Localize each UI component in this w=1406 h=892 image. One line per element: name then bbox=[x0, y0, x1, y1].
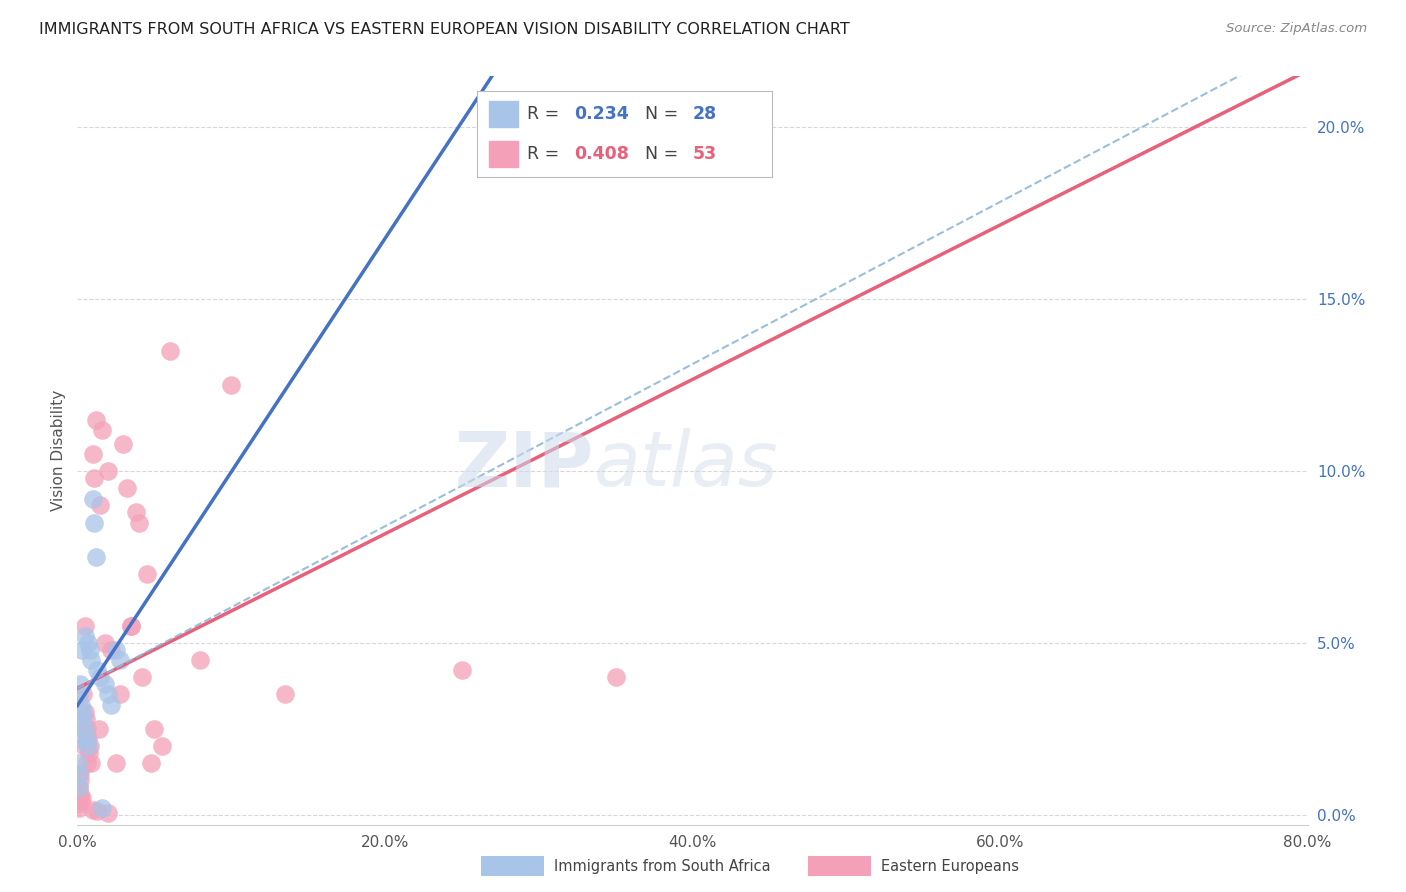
Point bbox=[69, 787, 91, 801]
Point bbox=[80, 653, 103, 667]
Point bbox=[67, 688, 90, 702]
Point bbox=[87, 722, 110, 736]
Point bbox=[143, 722, 166, 736]
Point bbox=[84, 412, 107, 426]
Text: Immigrants from South Africa: Immigrants from South Africa bbox=[554, 859, 770, 873]
Point bbox=[73, 722, 96, 736]
Point bbox=[72, 688, 94, 702]
Point bbox=[76, 722, 98, 736]
Point bbox=[69, 766, 91, 780]
Point bbox=[73, 705, 96, 719]
Text: Source: ZipAtlas.com: Source: ZipAtlas.com bbox=[1226, 22, 1367, 36]
Point bbox=[125, 505, 148, 519]
Point bbox=[80, 756, 103, 771]
Point bbox=[69, 732, 91, 747]
Point bbox=[89, 670, 111, 684]
Point bbox=[82, 447, 104, 461]
Point bbox=[72, 722, 94, 736]
Point bbox=[82, 803, 104, 817]
Point bbox=[97, 464, 120, 478]
Point bbox=[100, 698, 122, 712]
Point bbox=[141, 756, 163, 771]
Point bbox=[72, 712, 94, 726]
Point bbox=[67, 797, 90, 812]
Point bbox=[69, 677, 91, 691]
Point bbox=[69, 773, 91, 788]
Point bbox=[73, 739, 96, 753]
Text: atlas: atlas bbox=[595, 428, 779, 502]
Point bbox=[131, 670, 153, 684]
Point bbox=[115, 481, 138, 495]
Point bbox=[72, 705, 94, 719]
Point bbox=[67, 780, 90, 795]
Point bbox=[89, 499, 111, 513]
Point bbox=[67, 780, 90, 795]
Point bbox=[120, 619, 142, 633]
Point bbox=[104, 756, 127, 771]
Point bbox=[94, 636, 117, 650]
Point bbox=[94, 677, 117, 691]
Point bbox=[128, 516, 150, 530]
Point bbox=[135, 567, 157, 582]
Point bbox=[112, 436, 135, 450]
Point bbox=[97, 688, 120, 702]
Point bbox=[219, 378, 242, 392]
Point bbox=[120, 619, 142, 633]
Text: Eastern Europeans: Eastern Europeans bbox=[880, 859, 1019, 873]
Point bbox=[110, 653, 132, 667]
Point bbox=[159, 343, 181, 358]
Point bbox=[100, 642, 122, 657]
Y-axis label: Vision Disability: Vision Disability bbox=[51, 390, 66, 511]
Point bbox=[70, 790, 93, 805]
Point bbox=[70, 642, 93, 657]
Point bbox=[79, 642, 101, 657]
Point bbox=[77, 636, 100, 650]
Point bbox=[67, 801, 90, 815]
Point bbox=[82, 491, 104, 506]
Point bbox=[86, 664, 108, 678]
Point bbox=[76, 732, 98, 747]
Point bbox=[450, 664, 472, 678]
Point bbox=[84, 549, 107, 564]
Point bbox=[76, 756, 98, 771]
Point bbox=[67, 756, 90, 771]
Point bbox=[77, 739, 100, 753]
Point bbox=[188, 653, 212, 667]
Point bbox=[67, 790, 90, 805]
Point bbox=[73, 629, 96, 643]
Point bbox=[73, 619, 96, 633]
Text: ZIP: ZIP bbox=[454, 428, 595, 502]
Point bbox=[83, 516, 105, 530]
Point bbox=[70, 698, 93, 712]
Point bbox=[97, 806, 120, 821]
Point bbox=[90, 801, 114, 815]
Point bbox=[274, 688, 297, 702]
Point bbox=[605, 670, 627, 684]
Point bbox=[104, 642, 127, 657]
Point bbox=[150, 739, 173, 753]
Text: IMMIGRANTS FROM SOUTH AFRICA VS EASTERN EUROPEAN VISION DISABILITY CORRELATION C: IMMIGRANTS FROM SOUTH AFRICA VS EASTERN … bbox=[39, 22, 851, 37]
Point bbox=[86, 805, 108, 819]
Point bbox=[90, 423, 114, 437]
Point bbox=[77, 732, 100, 747]
Point bbox=[70, 794, 93, 808]
Point bbox=[79, 739, 101, 753]
Point bbox=[75, 712, 97, 726]
Point bbox=[682, 137, 704, 152]
Point bbox=[110, 688, 132, 702]
Point bbox=[67, 766, 90, 780]
Point bbox=[83, 471, 105, 485]
Point bbox=[77, 746, 100, 760]
